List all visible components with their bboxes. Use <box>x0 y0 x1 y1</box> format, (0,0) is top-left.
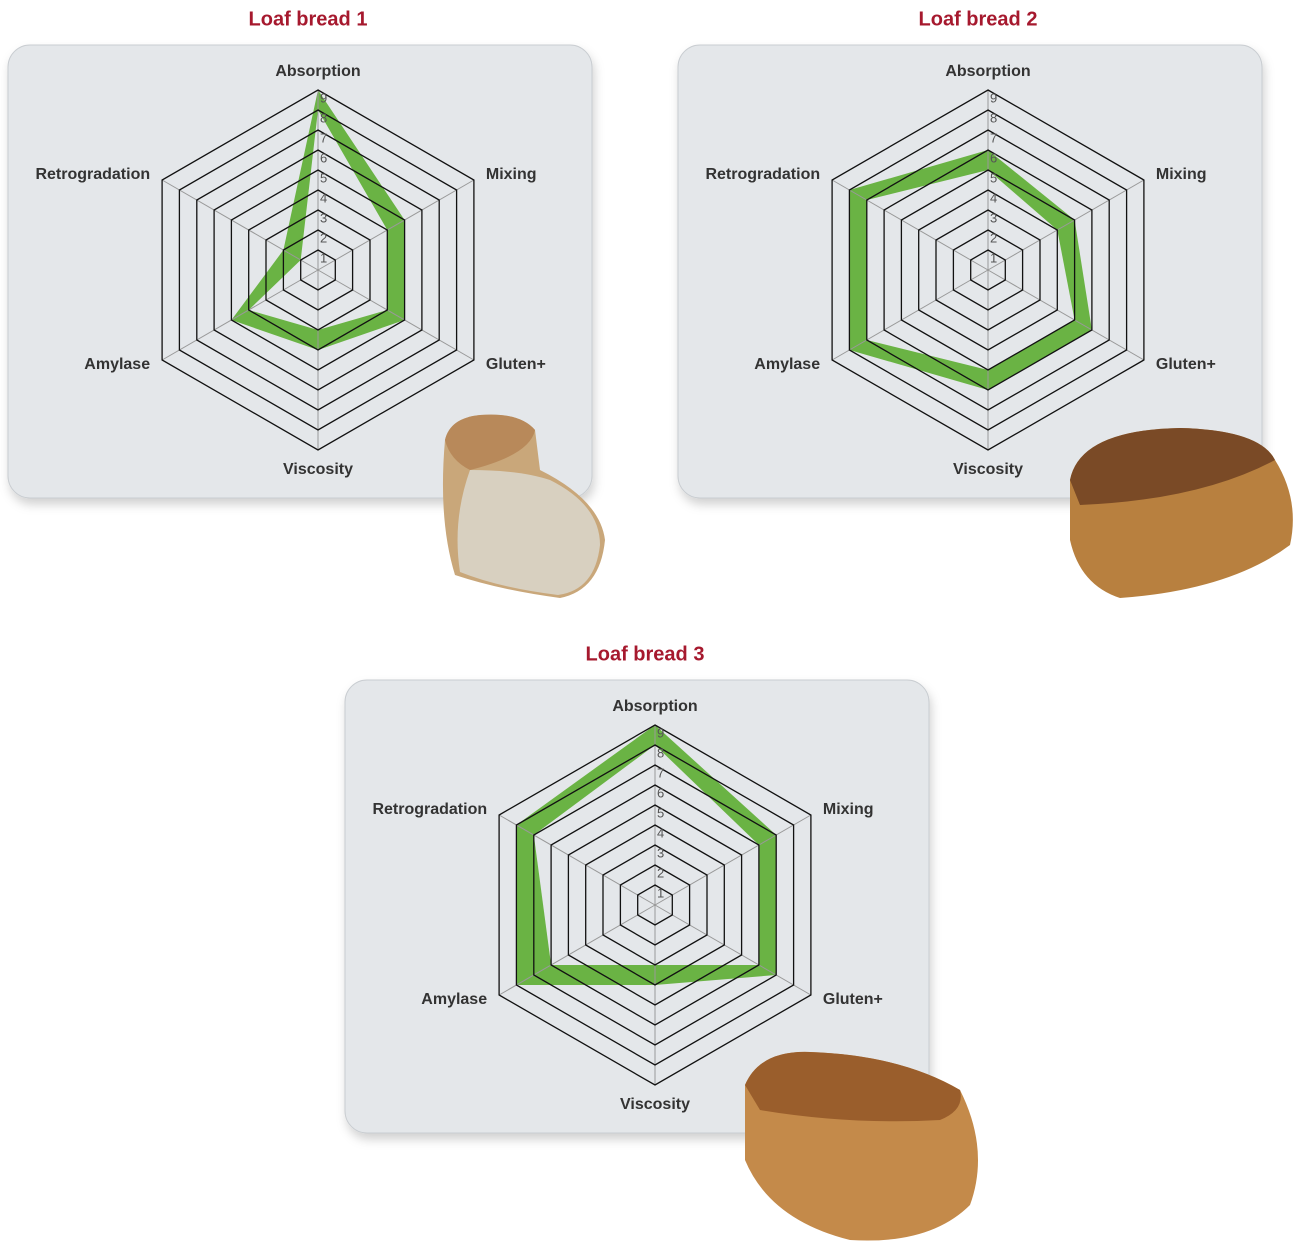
spoke <box>987 269 1145 361</box>
category-label: Gluten+ <box>1156 356 1216 373</box>
r-tick-label: 8 <box>990 110 997 125</box>
r-tick-label: 2 <box>657 865 664 880</box>
chart-title: Loaf bread 1 <box>249 8 368 30</box>
range-area <box>533 745 759 965</box>
r-tick-label: 9 <box>990 90 997 105</box>
grid-ring <box>282 229 354 311</box>
spoke <box>317 269 475 361</box>
grid-ring <box>831 89 1145 451</box>
grid-ring <box>230 169 406 371</box>
spoke <box>317 179 475 271</box>
r-tick-label: 3 <box>657 845 664 860</box>
spoke <box>654 814 812 906</box>
r-tick-label: 1 <box>320 250 327 265</box>
r-tick-label: 1 <box>990 250 997 265</box>
grid-ring <box>515 744 795 1066</box>
r-tick-label: 5 <box>657 805 664 820</box>
category-label: Viscosity <box>283 461 353 478</box>
category-label: Mixing <box>486 166 537 183</box>
bread-2 <box>1070 428 1293 598</box>
r-tick-label: 9 <box>657 725 664 740</box>
r-tick-label: 5 <box>990 170 997 185</box>
grid-ring <box>533 764 777 1046</box>
grid-ring <box>970 249 1006 291</box>
spoke <box>831 179 989 271</box>
grid-ring <box>883 149 1093 391</box>
spoke <box>987 179 1145 271</box>
grid-ring <box>866 129 1110 411</box>
r-tick-label: 4 <box>990 190 997 205</box>
category-label: Viscosity <box>620 1096 690 1113</box>
bread-3 <box>745 1051 978 1241</box>
category-label: Absorption <box>275 63 360 80</box>
r-tick-label: 7 <box>990 130 997 145</box>
category-label: Viscosity <box>953 461 1023 478</box>
category-label: Amylase <box>421 991 487 1008</box>
grid-ring <box>918 189 1058 351</box>
r-tick-label: 5 <box>320 170 327 185</box>
r-tick-label: 8 <box>320 110 327 125</box>
chart-title: Loaf bread 2 <box>919 8 1038 30</box>
category-label: Absorption <box>945 63 1030 80</box>
grid-ring <box>161 89 475 451</box>
grid-ring <box>196 129 440 411</box>
grid-ring <box>602 844 708 966</box>
category-label: Amylase <box>754 356 820 373</box>
category-label: Gluten+ <box>486 356 546 373</box>
chart-title: Loaf bread 3 <box>586 643 705 665</box>
grid-ring <box>637 884 673 926</box>
r-tick-label: 9 <box>320 90 327 105</box>
category-label: Gluten+ <box>823 991 883 1008</box>
grid-ring <box>213 149 423 391</box>
category-label: Absorption <box>612 698 697 715</box>
r-tick-label: 2 <box>320 230 327 245</box>
r-tick-label: 6 <box>657 785 664 800</box>
r-tick-label: 4 <box>657 825 664 840</box>
r-tick-label: 6 <box>320 150 327 165</box>
category-label: Mixing <box>1156 166 1207 183</box>
bread-photos <box>442 414 1293 1241</box>
grid-ring <box>178 109 458 431</box>
grid-ring <box>248 189 388 351</box>
spoke <box>654 904 812 996</box>
spoke <box>498 904 656 996</box>
r-tick-label: 3 <box>990 210 997 225</box>
radar-chart: Loaf bread 2 1 2 3 4 5 6 7 8 9 Absorption Mixing Glu… <box>677 8 1263 499</box>
grid-ring <box>265 209 371 331</box>
grid-ring <box>550 784 760 1026</box>
r-tick-label: 3 <box>320 210 327 225</box>
spoke <box>831 269 989 361</box>
grid-ring <box>900 169 1076 371</box>
r-tick-label: 4 <box>320 190 327 205</box>
r-tick-label: 7 <box>657 765 664 780</box>
grid-ring <box>300 249 336 291</box>
category-label: Mixing <box>823 801 874 818</box>
grid-ring <box>619 864 691 946</box>
spoke <box>161 269 319 361</box>
r-tick-label: 6 <box>990 150 997 165</box>
category-label: Retrogradation <box>705 166 820 183</box>
grid-ring <box>935 209 1041 331</box>
bread-1 <box>442 414 605 598</box>
r-tick-label: 2 <box>990 230 997 245</box>
r-tick-label: 8 <box>657 745 664 760</box>
category-label: Retrogradation <box>35 166 150 183</box>
charts: Loaf bread 1 1 2 3 4 5 6 7 8 9 Absorption Mixing Glu… <box>7 8 1263 1134</box>
r-tick-label: 1 <box>657 885 664 900</box>
grid-ring <box>585 824 725 986</box>
grid-ring <box>952 229 1024 311</box>
category-label: Amylase <box>84 356 150 373</box>
grid-ring <box>498 724 812 1086</box>
radar-chart: Loaf bread 3 1 2 3 4 5 6 7 8 9 Absorption Mixing Glu… <box>344 643 930 1134</box>
radar-chart: Loaf bread 1 1 2 3 4 5 6 7 8 9 Absorption Mixing Glu… <box>7 8 593 499</box>
grid-ring <box>567 804 743 1006</box>
spoke <box>498 814 656 906</box>
r-tick-label: 7 <box>320 130 327 145</box>
grid-ring <box>848 109 1128 431</box>
spoke <box>161 179 319 271</box>
category-label: Retrogradation <box>372 801 487 818</box>
